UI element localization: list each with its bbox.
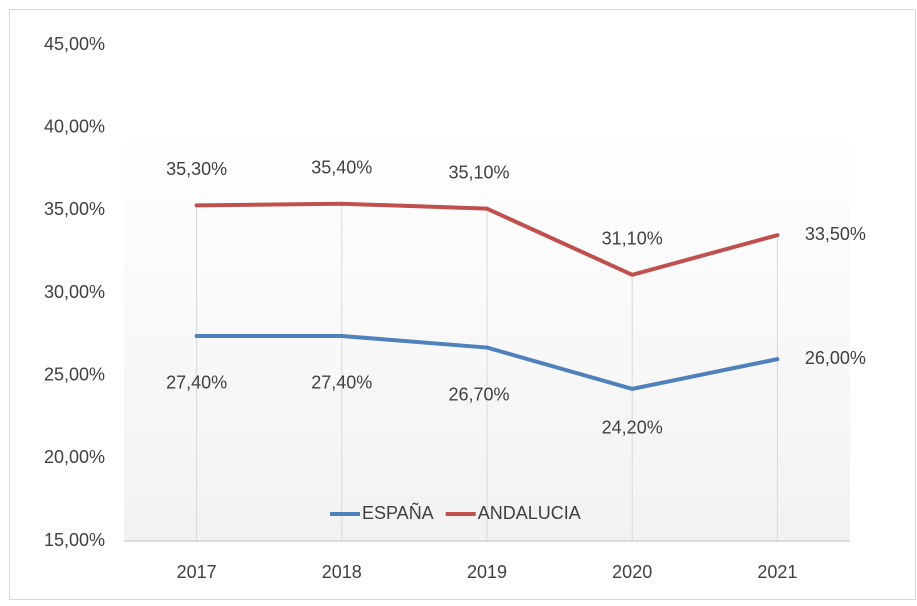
- y-tick-label: 15,00%: [44, 530, 105, 550]
- data-label: 35,40%: [311, 157, 372, 177]
- data-label: 26,00%: [805, 348, 866, 368]
- data-label: 35,10%: [448, 162, 509, 182]
- y-tick-label: 45,00%: [44, 34, 105, 54]
- y-tick-label: 20,00%: [44, 447, 105, 467]
- x-tick-label: 2017: [177, 562, 217, 582]
- data-label: 35,30%: [166, 159, 227, 179]
- data-label: 27,40%: [311, 373, 372, 393]
- data-label: 26,70%: [448, 384, 509, 404]
- chart-border: [9, 9, 916, 600]
- data-label: 24,20%: [602, 418, 663, 438]
- data-label: 33,50%: [805, 224, 866, 244]
- data-label: 27,40%: [166, 373, 227, 393]
- y-tick-label: 30,00%: [44, 282, 105, 302]
- legend-label: ANDALUCIA: [478, 503, 581, 523]
- x-tick-label: 2019: [467, 562, 507, 582]
- y-tick-label: 40,00%: [44, 116, 105, 136]
- y-tick-label: 35,00%: [44, 199, 105, 219]
- data-label: 31,10%: [602, 229, 663, 249]
- legend-label: ESPAÑA: [362, 502, 434, 523]
- x-tick-label: 2020: [612, 562, 652, 582]
- y-tick-label: 25,00%: [44, 364, 105, 384]
- x-tick-label: 2018: [322, 562, 362, 582]
- x-tick-label: 2021: [757, 562, 797, 582]
- line-series: [194, 333, 780, 391]
- line-series: [194, 201, 780, 277]
